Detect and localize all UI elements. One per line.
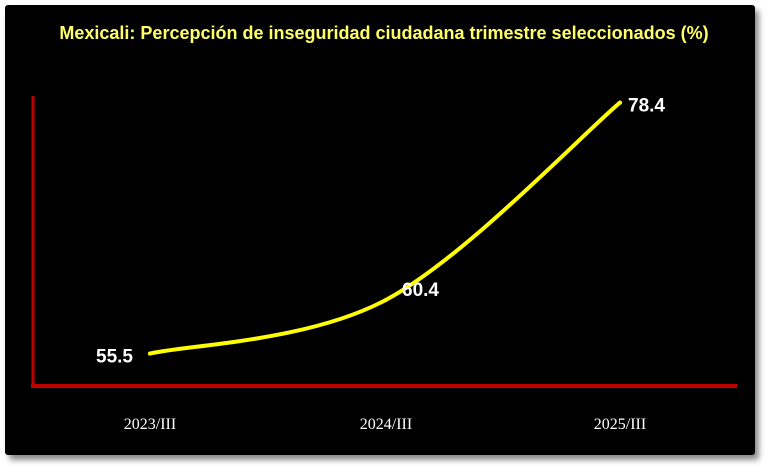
data-label: 55.5 [96,347,133,368]
data-label: 60.4 [402,280,439,301]
data-point-2024/III [384,297,388,302]
data-point-2023/III [148,351,152,356]
x-tick-label: 2025/III [594,416,646,433]
x-tick-label: 2023/III [124,416,176,433]
chart-title: Mexicali: Percepción de inseguridad ciud… [59,23,709,43]
data-point-2025/III [618,100,622,105]
series-line [148,100,622,356]
chart-frame [5,5,755,455]
x-tick-label: 2024/III [360,416,412,433]
data-label: 78.4 [628,96,665,117]
